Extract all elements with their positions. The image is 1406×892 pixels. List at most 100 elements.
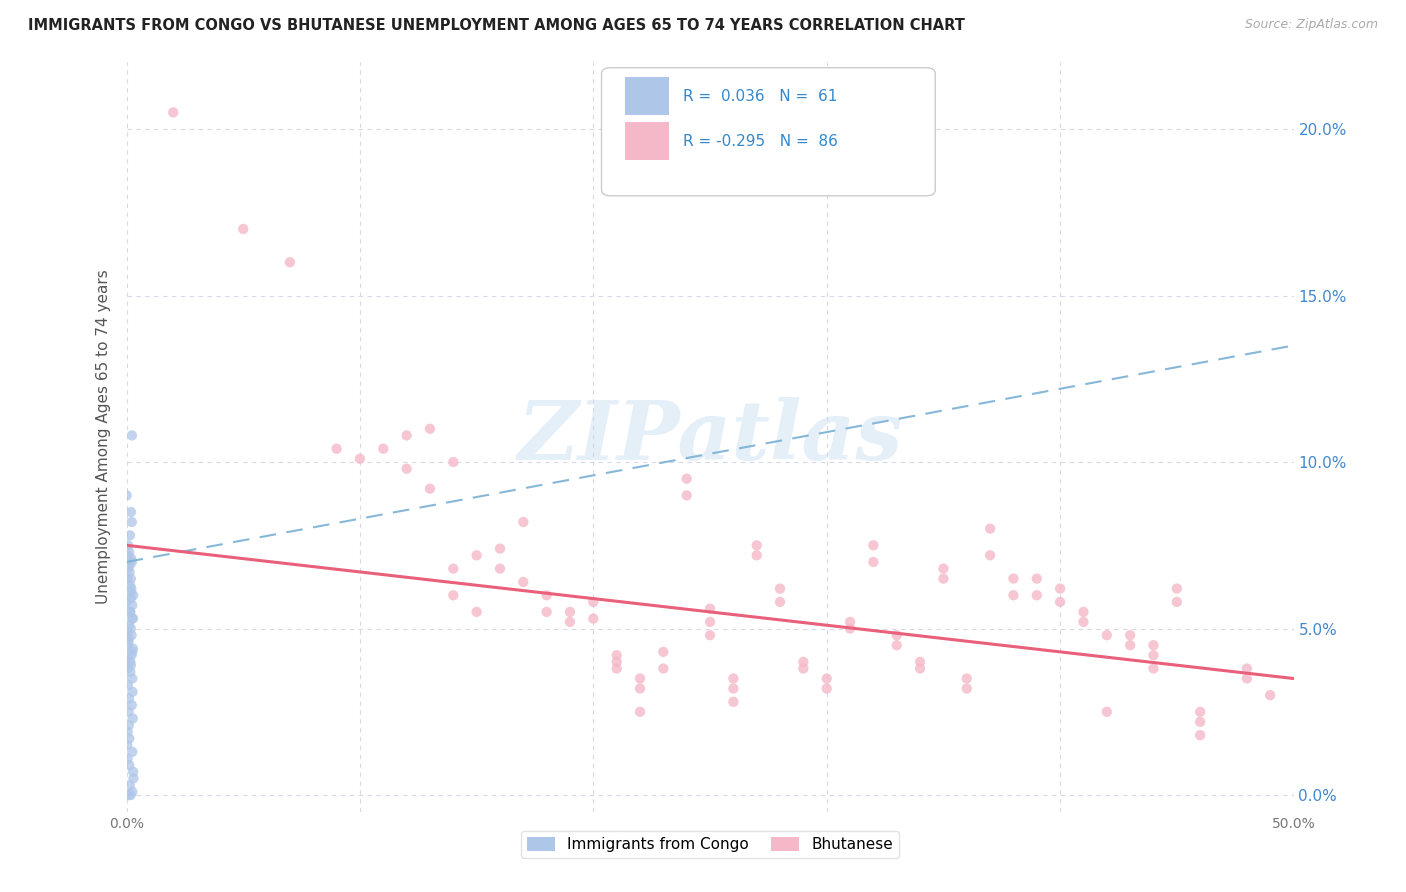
Point [121, 645, 143, 659]
Point [117, 705, 139, 719]
Point [118, 528, 141, 542]
Point [1119, 638, 1142, 652]
Point [120, 605, 142, 619]
Point [1095, 628, 1118, 642]
Point [1142, 661, 1164, 675]
Point [1002, 588, 1025, 602]
FancyBboxPatch shape [624, 122, 669, 160]
Point [1025, 588, 1047, 602]
Point [117, 632, 139, 646]
Point [465, 549, 488, 563]
Point [120, 655, 142, 669]
Point [745, 538, 768, 552]
Point [120, 551, 142, 566]
Point [120, 622, 142, 636]
Point [979, 522, 1001, 536]
Point [886, 628, 908, 642]
Point [745, 549, 768, 563]
Point [652, 661, 675, 675]
Point [699, 615, 721, 629]
Point [117, 724, 139, 739]
Point [628, 681, 651, 696]
Point [120, 582, 142, 596]
Point [723, 672, 745, 686]
Point [373, 442, 395, 456]
Point [606, 661, 628, 675]
Point [512, 515, 534, 529]
Point [1049, 595, 1071, 609]
Point [120, 788, 142, 802]
Point [652, 645, 675, 659]
Point [979, 549, 1001, 563]
Point [120, 572, 142, 586]
Point [115, 595, 138, 609]
Point [117, 635, 139, 649]
Point [118, 618, 141, 632]
Point [699, 601, 721, 615]
Point [120, 585, 142, 599]
Point [792, 655, 814, 669]
Text: R =  0.036   N =  61: R = 0.036 N = 61 [683, 88, 838, 103]
Point [1236, 672, 1258, 686]
Point [395, 428, 418, 442]
Point [121, 785, 143, 799]
Point [121, 685, 143, 699]
Point [1236, 661, 1258, 675]
Point [115, 738, 138, 752]
Point [769, 595, 792, 609]
Point [956, 681, 979, 696]
Point [278, 255, 301, 269]
Point [117, 678, 139, 692]
Point [121, 672, 143, 686]
Point [121, 648, 143, 663]
Point [536, 588, 558, 602]
Point [121, 611, 143, 625]
Point [1073, 615, 1095, 629]
Point [121, 628, 143, 642]
Point [120, 605, 142, 619]
Point [122, 611, 145, 625]
Point [232, 222, 254, 236]
Point [325, 442, 347, 456]
Point [699, 628, 721, 642]
Point [120, 505, 142, 519]
Point [121, 745, 143, 759]
Text: Source: ZipAtlas.com: Source: ZipAtlas.com [1244, 18, 1378, 31]
Point [117, 661, 139, 675]
Point [121, 428, 143, 442]
Point [117, 538, 139, 552]
Point [441, 455, 464, 469]
Point [1189, 714, 1212, 729]
Point [117, 549, 139, 563]
Point [558, 615, 581, 629]
FancyBboxPatch shape [624, 78, 669, 115]
Point [628, 672, 651, 686]
Point [582, 611, 605, 625]
Point [675, 472, 697, 486]
Point [117, 561, 139, 575]
Point [1049, 582, 1071, 596]
Point [1189, 705, 1212, 719]
Point [395, 461, 418, 475]
Point [628, 705, 651, 719]
Point [512, 574, 534, 589]
Point [886, 638, 908, 652]
Point [118, 545, 141, 559]
Point [115, 572, 138, 586]
Point [121, 711, 143, 725]
Point [349, 451, 371, 466]
Point [118, 778, 141, 792]
Point [489, 541, 512, 556]
Point [792, 661, 814, 675]
Point [122, 641, 145, 656]
Point [1258, 688, 1281, 702]
Point [118, 718, 141, 732]
Point [121, 698, 143, 713]
Point [120, 578, 142, 592]
Point [115, 624, 138, 639]
Point [862, 538, 884, 552]
Point [723, 681, 745, 696]
Point [536, 605, 558, 619]
Point [839, 622, 862, 636]
Point [122, 764, 145, 779]
